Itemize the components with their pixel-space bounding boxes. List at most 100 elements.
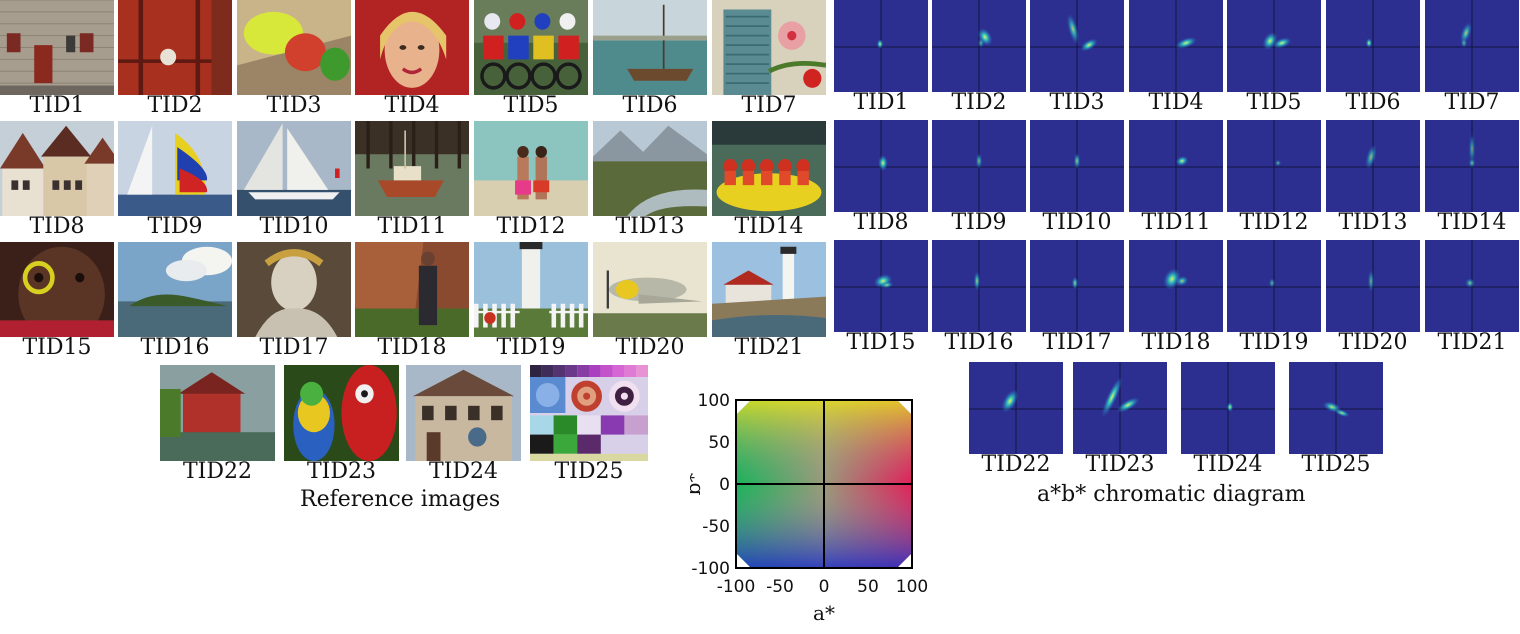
a-axis-label: a*	[813, 601, 835, 625]
chromatic-diagram-tid14: TID14	[1425, 120, 1519, 238]
chromatic-diagram-label: TID15	[846, 330, 916, 355]
reference-image-tid25: TID25	[530, 365, 648, 487]
reference-image-tid20: TID20	[593, 242, 707, 363]
b-axis-tick-label: -100	[691, 559, 730, 579]
chromatic-diagram-label: TID11	[1141, 210, 1211, 235]
a-axis-tick-label: -100	[717, 577, 756, 597]
chromatic-diagram-label: TID6	[1345, 90, 1401, 115]
reference-image-tid23: TID23	[284, 365, 399, 487]
reference-image-tid10: TID10	[237, 121, 351, 242]
chromatic-heatmap	[932, 0, 1026, 92]
chromatic-diagram-label: TID24	[1193, 452, 1263, 477]
reference-thumbnail	[712, 242, 826, 337]
chromatic-diagram-label: TID8	[853, 210, 909, 235]
chromatic-heatmap	[1227, 120, 1321, 212]
a-axis-tick-label: -50	[766, 577, 794, 597]
reference-thumbnail	[118, 121, 232, 216]
reference-image-label: TID8	[29, 214, 85, 239]
reference-thumbnail	[0, 0, 114, 95]
chromatic-diagram-label: TID23	[1085, 452, 1155, 477]
chromatic-heatmap	[1289, 362, 1383, 454]
chromatic-diagram-label: TID17	[1042, 330, 1112, 355]
chromatic-heatmap	[932, 240, 1026, 332]
chromatic-diagram-tid19: TID19	[1227, 240, 1321, 358]
chromatic-diagram-label: TID5	[1246, 90, 1302, 115]
chromatic-heatmap	[1129, 0, 1223, 92]
reference-image-label: TID22	[183, 459, 252, 484]
chromatic-heatmap	[1326, 240, 1420, 332]
chromatic-diagram-tid1: TID1	[834, 0, 928, 118]
chromatic-diagram-tid7: TID7	[1425, 0, 1519, 118]
reference-image-tid11: TID11	[355, 121, 469, 242]
reference-image-label: TID2	[147, 93, 203, 118]
reference-image-label: TID19	[496, 335, 566, 360]
reference-image-label: TID25	[554, 459, 624, 484]
reference-thumbnail	[474, 121, 588, 216]
chromatic-diagram-tid25: TID25	[1289, 362, 1383, 480]
b-axis-tick-label: 100	[698, 391, 730, 411]
reference-thumbnail	[355, 0, 469, 95]
chromatic-diagram-tid20: TID20	[1326, 240, 1420, 358]
reference-images-caption: Reference images	[300, 487, 501, 512]
chromatic-diagram-tid22: TID22	[969, 362, 1063, 480]
chromatic-diagram-label: TID20	[1338, 330, 1408, 355]
chromatic-heatmap	[1129, 120, 1223, 212]
chromatic-diagram-tid16: TID16	[932, 240, 1026, 358]
reference-image-tid3: TID3	[237, 0, 351, 121]
reference-image-label: TID24	[429, 459, 498, 484]
chromatic-diagram-label: TID1	[853, 90, 909, 115]
reference-image-tid12: TID12	[474, 121, 588, 242]
chromatic-diagram-label: TID13	[1338, 210, 1408, 235]
reference-thumbnail	[237, 242, 351, 337]
chromatic-heatmap	[969, 362, 1063, 454]
reference-image-label: TID17	[259, 335, 329, 360]
reference-image-label: TID7	[741, 93, 797, 118]
chromatic-diagram-label: TID19	[1239, 330, 1309, 355]
chromatic-heatmap	[1129, 240, 1223, 332]
chromatic-diagram-tid9: TID9	[932, 120, 1026, 238]
reference-thumbnail	[284, 365, 399, 461]
chromatic-diagram-tid17: TID17	[1030, 240, 1124, 358]
chromatic-diagram-tid2: TID2	[932, 0, 1026, 118]
chromatic-diagram-label: TID22	[981, 452, 1051, 477]
chromatic-diagram-tid23: TID23	[1073, 362, 1167, 480]
chromatic-diagram-label: TID9	[951, 210, 1007, 235]
chromatic-diagram-tid24: TID24	[1181, 362, 1275, 480]
b-axis-tick-label: 50	[708, 433, 730, 453]
reference-thumbnail	[0, 242, 114, 337]
chromatic-diagram-label: TID16	[944, 330, 1014, 355]
reference-image-label: TID21	[734, 335, 804, 360]
chromatic-diagram-caption: a*b* chromatic diagram	[1037, 482, 1306, 507]
a-axis-tick-label: 50	[857, 577, 879, 597]
reference-image-label: TID10	[259, 214, 329, 239]
reference-image-label: TID18	[377, 335, 447, 360]
reference-thumbnail	[474, 0, 588, 95]
chromatic-diagram-label: TID14	[1437, 210, 1507, 235]
reference-thumbnail	[712, 121, 826, 216]
reference-image-tid16: TID16	[118, 242, 232, 363]
chromatic-heatmap	[1326, 0, 1420, 92]
reference-image-tid9: TID9	[118, 121, 232, 242]
reference-image-label: TID23	[307, 459, 376, 484]
reference-thumbnail	[406, 365, 521, 461]
chromatic-heatmap	[932, 120, 1026, 212]
chromatic-diagram-tid11: TID11	[1129, 120, 1223, 238]
chromatic-heatmap	[1425, 240, 1519, 332]
chromatic-diagram-tid4: TID4	[1129, 0, 1223, 118]
chromatic-diagram-tid5: TID5	[1227, 0, 1321, 118]
chromatic-diagram-tid21: TID21	[1425, 240, 1519, 358]
reference-image-tid21: TID21	[712, 242, 826, 363]
reference-image-tid14: TID14	[712, 121, 826, 242]
reference-image-tid24: TID24	[406, 365, 521, 487]
chromatic-diagram-label: TID10	[1042, 210, 1112, 235]
reference-image-tid4: TID4	[355, 0, 469, 121]
chromatic-diagram-tid13: TID13	[1326, 120, 1420, 238]
reference-image-tid2: TID2	[118, 0, 232, 121]
b-axis-tick-label: 0	[719, 475, 730, 495]
chromatic-diagram-tid15: TID15	[834, 240, 928, 358]
reference-image-label: TID9	[147, 214, 203, 239]
reference-image-tid5: TID5	[474, 0, 588, 121]
reference-image-label: TID12	[496, 214, 566, 239]
chromatic-heatmap	[834, 0, 928, 92]
chromatic-heatmap	[1227, 240, 1321, 332]
